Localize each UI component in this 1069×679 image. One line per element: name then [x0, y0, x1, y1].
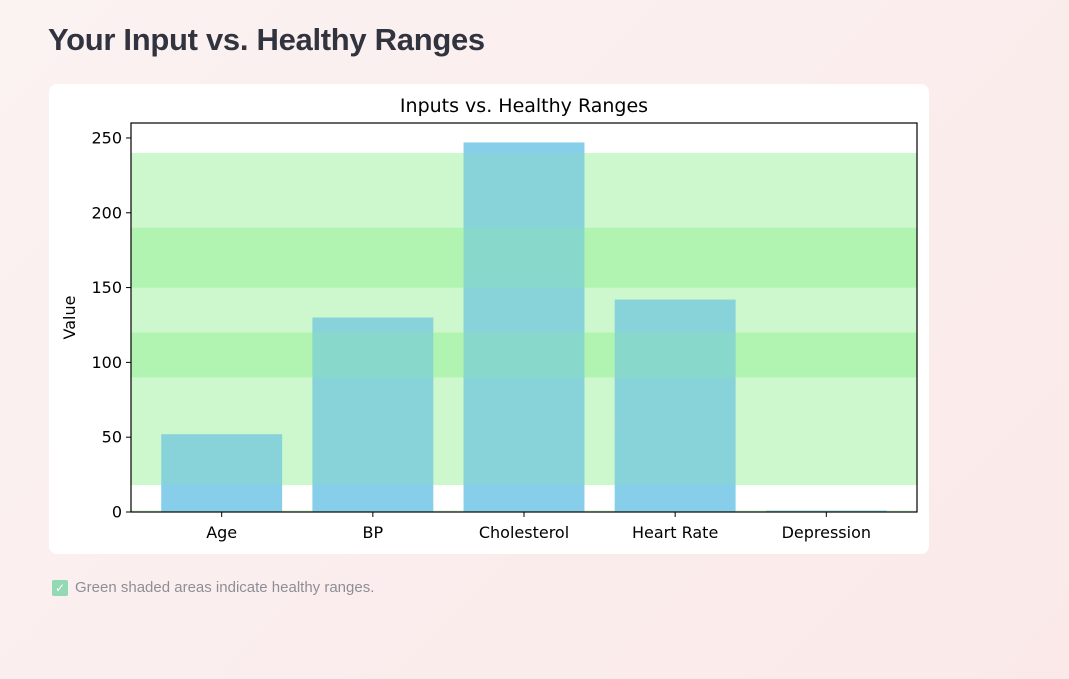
bar-cholesterol — [463, 142, 585, 512]
x-tick-label-bp: BP — [363, 523, 384, 542]
y-tick-label-250: 250 — [91, 128, 122, 147]
check-mark-icon: ✓ — [52, 579, 68, 596]
y-tick-label-200: 200 — [91, 203, 122, 222]
y-tick-label-0: 0 — [112, 503, 122, 522]
healthy-range-overlay — [131, 152, 917, 512]
y-axis-label: Value — [60, 296, 79, 340]
bar-depression — [765, 510, 887, 512]
x-tick-label-cholesterol: Cholesterol — [479, 523, 569, 542]
healthy-band-overlay-bp — [131, 332, 917, 378]
bar-chart: Inputs vs. Healthy Ranges 0 50 100 150 200 25… — [60, 95, 918, 542]
page-title: Your Input vs. Healthy Ranges — [48, 22, 485, 57]
healthy-band-overlay-heart-rate — [131, 227, 917, 423]
x-axis: Age BP Cholesterol Heart Rate Depression — [206, 512, 871, 542]
caption-text: Green shaded areas indicate healthy rang… — [75, 579, 375, 596]
healthy-band-overlay-depression — [131, 510, 917, 512]
bars — [161, 142, 887, 512]
caption: ✓ Green shaded areas indicate healthy ra… — [52, 579, 374, 596]
y-axis: 0 50 100 150 200 250 — [91, 128, 131, 522]
bar-age — [161, 434, 283, 512]
bar-heart-rate — [614, 299, 736, 512]
healthy-band-overlay-cholesterol — [131, 152, 917, 288]
bar-bp — [312, 317, 434, 512]
x-tick-label-age: Age — [206, 523, 237, 542]
y-tick-label-100: 100 — [91, 353, 122, 372]
y-tick-label-50: 50 — [102, 428, 122, 447]
chart-card: Inputs vs. Healthy Ranges 0 50 100 150 200 25… — [49, 84, 929, 554]
healthy-band-overlay-age — [131, 422, 917, 486]
y-tick-label-150: 150 — [91, 278, 122, 297]
x-tick-label-depression: Depression — [782, 523, 871, 542]
x-tick-label-heart-rate: Heart Rate — [632, 523, 718, 542]
chart-title: Inputs vs. Healthy Ranges — [400, 95, 648, 117]
